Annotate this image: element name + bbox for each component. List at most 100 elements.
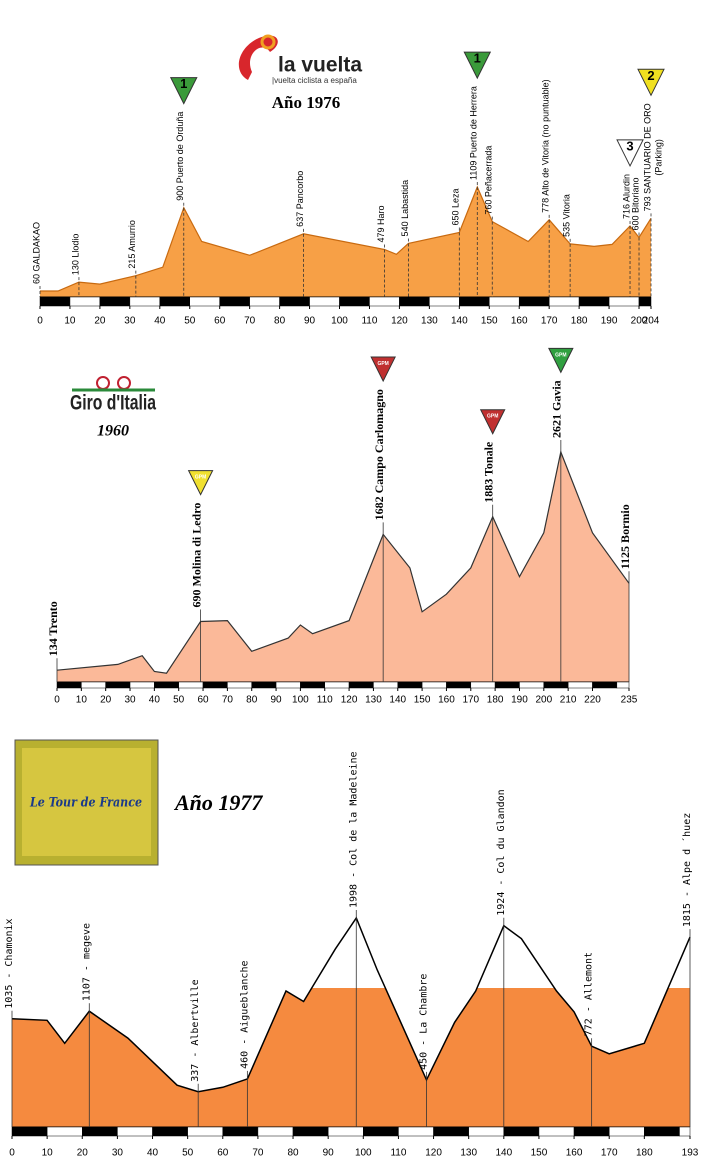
x-tick-label: 180 [636,1148,653,1159]
annotation-label: 637 Pancorbo [295,171,305,227]
annotation-label: 134 Trento [46,601,60,656]
x-tick-label: 50 [184,316,196,327]
km-strip [638,296,652,307]
x-tick-label: 80 [287,1148,299,1159]
x-tick-label: 160 [511,316,528,327]
x-tick-label: 200 [631,316,648,327]
x-tick-label: 60 [197,695,209,706]
x-tick-label: 70 [252,1148,264,1159]
x-tick-label: 160 [566,1148,583,1159]
km-strip [159,296,191,307]
km-strip [46,1126,83,1137]
annotation-label: 130 Llodio [70,234,80,276]
badge-label: 2 [647,68,654,83]
annotation-label: 460 - Aigueblanche [239,961,250,1069]
x-tick-label: 140 [451,316,468,327]
annotation-label: 778 Alto de Vitoria (no puntuable) [541,79,551,212]
km-strip [189,296,220,307]
km-strip [324,681,350,689]
profile-area [57,452,629,682]
logo-text: la vuelta [278,54,362,77]
x-tick-label: 0 [54,695,60,706]
badge-label: GPM [555,352,566,358]
km-strip [489,296,520,307]
annotation-label: 60 GALDAKAO [31,222,41,284]
annotation-note: (Parking) [653,139,663,176]
x-tick-label: 80 [274,316,286,327]
km-strip [459,296,490,307]
badge [548,347,574,374]
badge-label: GPM [377,361,388,367]
x-tick-label: 190 [601,316,618,327]
x-tick-label: 70 [222,695,234,706]
x-tick-label: 100 [355,1148,372,1159]
badge [169,77,198,105]
x-tick-label: 20 [94,316,106,327]
bike-wheel [96,376,110,390]
x-tick-label: 30 [124,316,136,327]
km-strip [227,681,252,689]
annotation-label: 1883 Tonale [481,441,495,503]
km-strip [187,1126,224,1137]
annotation-label: 1125 Bormio [618,504,632,569]
profile-outline [56,449,630,674]
x-tick-label: 50 [182,1148,194,1159]
km-strip [202,681,228,689]
logo-ring [260,34,276,50]
km-strip [279,296,310,307]
annotation-label: 793 SANTUARIO DE ORO [642,103,652,211]
chart-title: Año 1977 [173,790,263,815]
x-tick-label: 180 [487,695,504,706]
badge-label: GPM [195,475,206,481]
x-tick-label: 80 [246,695,258,706]
x-tick-label: 193 [682,1148,699,1159]
badge [187,470,214,496]
x-tick-label: 200 [535,695,552,706]
profile-outline [40,185,652,292]
x-tick-label: 30 [112,1148,124,1159]
bike-wheel [117,376,131,390]
x-tick-label: 170 [541,316,558,327]
chart-title: 1960 [97,423,129,440]
logo-subtitle: |vuelta ciclista a españa [272,76,357,85]
annotation-label: 1109 Puerto de Herrera [469,86,479,180]
x-tick-label: 90 [323,1148,335,1159]
badge [463,51,492,80]
km-strip [421,681,447,689]
km-strip [573,1126,610,1137]
km-strip [373,681,399,689]
km-strip [39,296,71,307]
badge [479,409,506,435]
x-tick-label: 110 [390,1148,406,1159]
x-tick-label: 160 [438,695,455,706]
badge [616,139,644,168]
km-strip [178,681,204,689]
km-strip [592,681,618,689]
x-tick-label: 40 [147,1148,159,1159]
x-tick-label: 204 [643,316,660,327]
annotation-label: 450 - La Chambre [419,974,430,1070]
km-strip [538,1126,575,1137]
x-tick-label: 180 [571,316,588,327]
dvd-inner [22,748,151,856]
km-strip [105,681,131,689]
km-strip [398,1126,434,1137]
km-strip [82,1126,118,1137]
x-tick-label: 110 [361,316,377,327]
x-tick-label: 130 [421,316,438,327]
x-tick-label: 60 [217,1148,229,1159]
km-strip [117,1126,153,1137]
km-strip [152,1126,188,1137]
x-tick-label: 10 [76,695,88,706]
x-tick-label: 10 [42,1148,54,1159]
km-strip [275,681,301,689]
x-tick-label: 120 [341,695,358,706]
km-strip [433,1126,469,1137]
km-strip [644,1126,680,1137]
km-strip [129,296,161,307]
x-tick-label: 120 [425,1148,442,1159]
badge [370,356,396,383]
x-tick-label: 20 [100,695,112,706]
x-tick-label: 100 [292,695,309,706]
logo-text: Giro d'Italia [70,392,156,415]
